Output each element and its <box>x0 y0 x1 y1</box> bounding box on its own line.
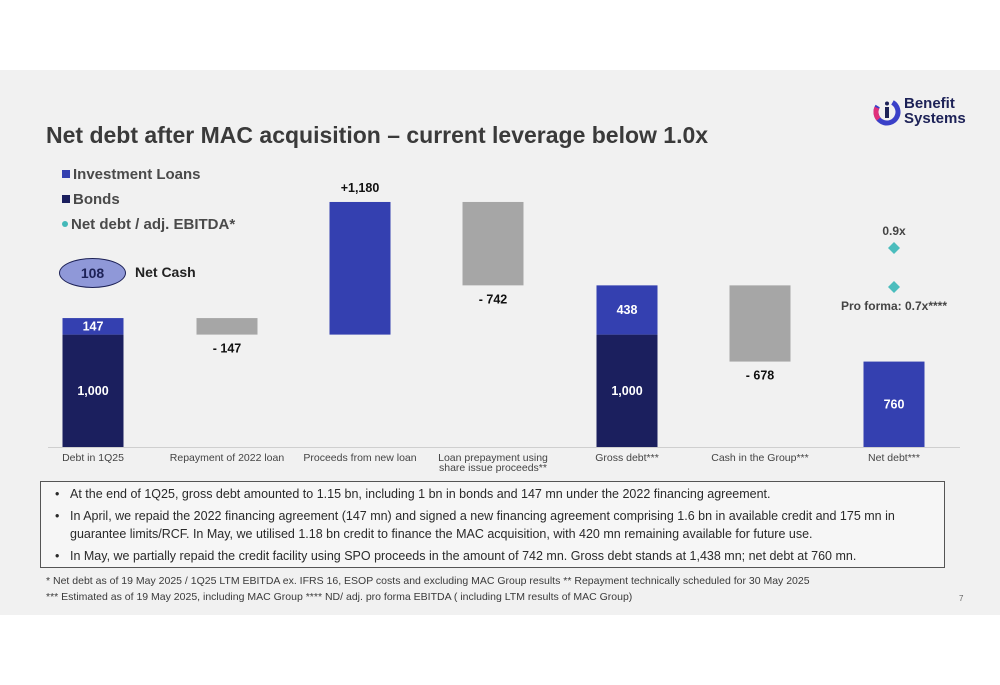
legend-label: Investment Loans <box>73 166 201 183</box>
x-tick-label-line: Repayment of 2022 loan <box>170 452 285 464</box>
x-tick-label-line: Loan prepayment using <box>438 452 548 464</box>
legend-dot-net-debt-ebitda <box>62 221 68 227</box>
slide-title: Net debt after MAC acquisition – current… <box>46 122 709 148</box>
x-tick-label: Net debt*** <box>868 452 920 464</box>
x-tick-label-line: Debt in 1Q25 <box>62 452 124 464</box>
bar-decrease <box>462 201 524 286</box>
bar-investment-loans <box>863 361 925 447</box>
legend-item-net-debt-ebitda: Net debt / adj. EBITDA* <box>62 216 235 233</box>
x-tick-label: Proceeds from new loan <box>303 452 416 464</box>
bar-bonds <box>62 334 124 447</box>
x-tick-label: Gross debt*** <box>595 452 659 464</box>
logo-text: Benefit Systems <box>904 96 966 126</box>
logo-line-1: Benefit <box>904 95 955 112</box>
data-label: - 678 <box>746 369 775 383</box>
bar-increase <box>329 201 391 335</box>
data-label: 760 <box>884 397 905 411</box>
commentary-box: At the end of 1Q25, gross debt amounted … <box>40 481 945 568</box>
data-label: - 147 <box>213 342 242 356</box>
legend-item-investment-loans: Investment Loans <box>62 166 201 183</box>
legend-label: Bonds <box>73 191 120 208</box>
bar-decrease <box>196 318 258 335</box>
ratio-label: Pro forma: 0.7x**** <box>841 299 947 313</box>
bar-bonds <box>596 334 658 447</box>
benefit-systems-logo: Benefit Systems <box>872 94 972 130</box>
x-tick-label-line: share issue proceeds** <box>439 462 547 474</box>
ratio-marker <box>888 281 900 293</box>
data-label: 147 <box>83 319 104 333</box>
legend-label: Net debt / adj. EBITDA* <box>71 216 236 233</box>
logo-mark-icon <box>873 98 901 126</box>
data-label: +1,180 <box>341 181 380 195</box>
data-label: 1,000 <box>611 384 642 398</box>
footnote-1: * Net debt as of 19 May 2025 / 1Q25 LTM … <box>46 575 810 587</box>
commentary-list: At the end of 1Q25, gross debt amounted … <box>53 485 934 565</box>
net-cash-badge: 108 <box>59 258 126 288</box>
x-tick-label-line: Gross debt*** <box>595 452 659 464</box>
x-tick-label: Loan prepayment using share issue proceed… <box>438 452 548 474</box>
x-tick-label-line: Cash in the Group*** <box>711 452 808 464</box>
data-label: - 742 <box>479 292 508 306</box>
legend-swatch-bonds <box>62 195 70 203</box>
commentary-bullet: In May, we partially repaid the credit f… <box>53 547 934 566</box>
bar-investment-loans <box>62 318 124 335</box>
net-cash-label: Net Cash <box>135 264 196 280</box>
legend-swatch-investment-loans <box>62 170 70 178</box>
footnote-2: *** Estimated as of 19 May 2025, includi… <box>46 591 633 603</box>
logo-line-2: Systems <box>904 110 966 127</box>
commentary-bullet: At the end of 1Q25, gross debt amounted … <box>53 485 934 504</box>
data-label: 1,000 <box>77 384 108 398</box>
bar-investment-loans <box>596 285 658 335</box>
x-tick-label: Cash in the Group*** <box>711 452 808 464</box>
ratio-marker <box>888 242 900 254</box>
data-label: 438 <box>617 303 638 317</box>
legend-item-bonds: Bonds <box>62 191 120 208</box>
page-number: 7 <box>959 594 964 603</box>
x-tick-label-line: Proceeds from new loan <box>303 452 416 464</box>
bar-decrease <box>729 285 791 362</box>
ratio-label: 0.9x <box>882 224 906 238</box>
x-tick-label: Repayment of 2022 loan <box>170 452 285 464</box>
commentary-bullet: In April, we repaid the 2022 financing a… <box>53 507 934 544</box>
x-tick-label: Debt in 1Q25 <box>62 452 124 464</box>
x-tick-label-line: Net debt*** <box>868 452 920 464</box>
